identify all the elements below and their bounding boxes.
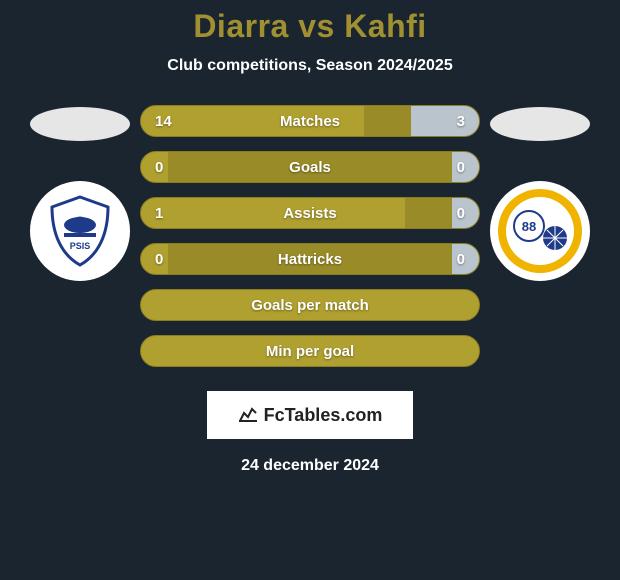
stat-label: Matches bbox=[191, 113, 429, 130]
stat-label: Goals bbox=[191, 159, 429, 176]
stat-bar-empty: Goals per match bbox=[140, 289, 480, 321]
player-silhouette-icon bbox=[490, 107, 590, 141]
stat-bar: 1Assists0 bbox=[140, 197, 480, 229]
right-player-column: 88 bbox=[480, 105, 600, 281]
stat-left-value: 14 bbox=[141, 113, 191, 130]
page-subtitle: Club competitions, Season 2024/2025 bbox=[0, 57, 620, 75]
stat-left-value: 0 bbox=[141, 251, 191, 268]
stat-right-value: 0 bbox=[429, 159, 479, 176]
stat-bars: 14Matches30Goals01Assists00Hattricks0Goa… bbox=[140, 105, 480, 367]
stat-bar: 0Hattricks0 bbox=[140, 243, 480, 275]
right-club-badge: 88 bbox=[490, 181, 590, 281]
stat-bar: 14Matches3 bbox=[140, 105, 480, 137]
svg-text:PSIS: PSIS bbox=[70, 241, 91, 251]
chart-icon bbox=[238, 403, 258, 428]
stat-label: Min per goal bbox=[141, 343, 479, 360]
watermark: FcTables.com bbox=[207, 391, 413, 439]
page-title: Diarra vs Kahfi bbox=[0, 8, 620, 45]
stat-right-value: 3 bbox=[429, 113, 479, 130]
footer-date: 24 december 2024 bbox=[0, 457, 620, 475]
svg-text:88: 88 bbox=[522, 219, 536, 234]
psis-badge-icon: PSIS bbox=[40, 191, 120, 271]
left-club-badge: PSIS bbox=[30, 181, 130, 281]
left-player-column: PSIS bbox=[20, 105, 140, 281]
player-silhouette-icon bbox=[30, 107, 130, 141]
stat-left-value: 1 bbox=[141, 205, 191, 222]
comparison-layout: PSIS 14Matches30Goals01Assists00Hattrick… bbox=[0, 105, 620, 367]
stat-right-value: 0 bbox=[429, 205, 479, 222]
watermark-text: FcTables.com bbox=[264, 405, 383, 426]
comparison-card: Diarra vs Kahfi Club competitions, Seaso… bbox=[0, 0, 620, 475]
stat-bar-empty: Min per goal bbox=[140, 335, 480, 367]
stat-right-value: 0 bbox=[429, 251, 479, 268]
stat-left-value: 0 bbox=[141, 159, 191, 176]
barito-badge-icon: 88 bbox=[495, 186, 585, 276]
stat-bar: 0Goals0 bbox=[140, 151, 480, 183]
stat-label: Hattricks bbox=[191, 251, 429, 268]
stat-label: Assists bbox=[191, 205, 429, 222]
stat-label: Goals per match bbox=[141, 297, 479, 314]
